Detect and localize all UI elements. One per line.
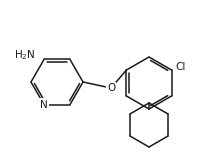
Text: Cl: Cl <box>175 62 186 72</box>
Text: O: O <box>107 83 115 93</box>
Text: N: N <box>40 99 48 110</box>
Text: H$_2$N: H$_2$N <box>14 49 36 62</box>
